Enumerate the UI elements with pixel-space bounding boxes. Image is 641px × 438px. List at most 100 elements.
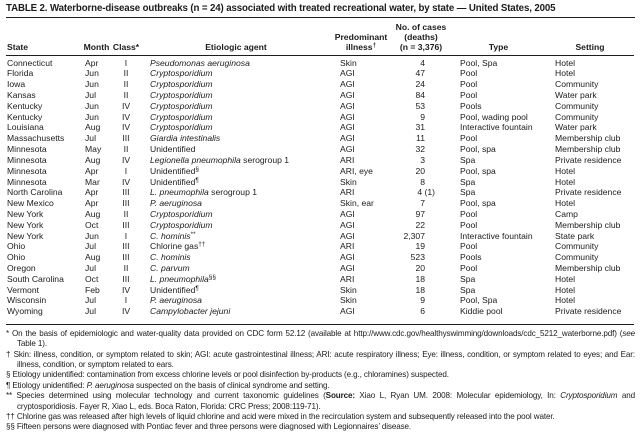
cell-setting: Membership club	[555, 263, 621, 274]
cell-type: Pool, Spa	[460, 295, 498, 306]
footnote-text: Table 1).	[17, 339, 47, 349]
table-row: New Mexico Apr III P. aeruginosa Skin, ear 7 P…	[6, 198, 634, 209]
cell-setting: Community	[555, 100, 599, 111]
table-row: Florida Jun II Cryptosporidium AGI 47 Pool Hote…	[6, 68, 634, 79]
cases-header-line3: (n = 3,376)	[399, 42, 443, 53]
agent-footnote-marker: ¶	[195, 284, 199, 292]
cell-class: IV	[121, 111, 131, 122]
cell-predominant-illness: AGI	[340, 68, 355, 79]
cell-month: Oct	[85, 273, 99, 284]
cell-type: Kiddie pool	[460, 306, 503, 317]
cell-cases: 18	[415, 273, 425, 284]
cell-predominant-illness: Skin, ear	[340, 198, 374, 209]
cell-month: Aug	[85, 252, 101, 263]
cell-month: Jul	[85, 306, 96, 317]
col-header-class: Class*	[111, 18, 141, 56]
cell-etiologic-agent: C. parvum	[141, 263, 331, 274]
cell-setting: Private residence	[555, 154, 622, 165]
cell-predominant-illness: Skin	[340, 176, 357, 187]
cell-predominant-illness: AGI	[340, 306, 355, 317]
cell-month: May	[85, 144, 102, 155]
cases-header-line2: (deaths)	[404, 32, 438, 43]
cell-state: Ohio	[7, 241, 26, 252]
cell-setting: Community	[555, 111, 599, 122]
cell-cases: 20	[415, 263, 425, 274]
table-row: Wisconsin Jul I P. aeruginosa Skin 9 Pool, Spa…	[6, 295, 634, 306]
cell-state: Kansas	[7, 90, 36, 101]
cell-etiologic-agent: L. pneumophila§§	[141, 274, 331, 285]
footnotes: * On the basis of epidemiologic and wate…	[6, 329, 635, 432]
cell-etiologic-agent: Cryptosporidium	[141, 79, 331, 90]
cell-cases: 19	[415, 241, 425, 252]
cell-etiologic-agent: Unidentified	[141, 144, 331, 155]
cell-month: Mar	[85, 176, 100, 187]
cell-type: Pool	[460, 208, 478, 219]
agent-scientific-name: Cryptosporidium	[150, 90, 213, 101]
footnote: §§ Fifteen persons were diagnosed with P…	[6, 422, 635, 432]
col-header-type: Type	[451, 18, 546, 56]
cell-etiologic-agent: Cryptosporidium	[141, 112, 331, 123]
cell-setting: Hotel	[555, 68, 576, 79]
cell-predominant-illness: AGI	[340, 252, 355, 263]
table-row: Ohio Aug III C. hominis AGI 523 Pools Community	[6, 252, 634, 263]
cell-cases: 9	[420, 111, 425, 122]
col-header-setting: Setting	[546, 18, 634, 56]
col-header-cases: No. of cases (deaths) (n = 3,376)	[391, 18, 451, 56]
cell-etiologic-agent: Cryptosporidium	[141, 209, 331, 220]
footnote-marker: ††	[6, 411, 15, 421]
cell-class: II	[123, 263, 129, 274]
cell-state: North Carolina	[7, 187, 63, 198]
cell-month: Jun	[85, 100, 99, 111]
cell-etiologic-agent: Cryptosporidium	[141, 101, 331, 112]
cell-cases: 7	[420, 198, 425, 209]
cell-cases: 84	[415, 90, 425, 101]
cell-type: Pool	[460, 241, 478, 252]
footnote-text: P. aeruginosa	[86, 380, 134, 390]
cell-class: I	[124, 230, 128, 241]
cell-state: Kentucky	[7, 100, 43, 111]
footnote-marker: **	[6, 391, 13, 401]
cell-month: Aug	[85, 208, 101, 219]
footnote-text: and cryptosporidiosis. Fayer R, Xiao L, …	[17, 391, 635, 411]
cell-setting: Private residence	[555, 187, 622, 198]
cell-state: Minnesota	[7, 144, 47, 155]
agent-scientific-name: C. parvum	[150, 263, 190, 274]
cell-setting: State park	[555, 230, 595, 241]
cell-state: Connecticut	[7, 57, 53, 68]
footnote-text: Species determined using molecular techn…	[16, 391, 326, 401]
footnote-marker: ¶	[6, 380, 11, 390]
cell-setting: Hotel	[555, 198, 576, 209]
agent-scientific-name: L. pneumophila	[150, 187, 209, 198]
footnote-marker: §	[6, 370, 11, 380]
cell-type: Spa	[460, 273, 476, 284]
cases-header-line1: No. of cases	[395, 22, 447, 32]
cell-etiologic-agent: C. hominis**	[141, 231, 331, 242]
cell-predominant-illness: ARI	[340, 241, 355, 252]
table-row: Wyoming Jul IV Campylobacter jejuni AGI 6 Kidd…	[6, 306, 634, 324]
cell-month: Apr	[85, 165, 99, 176]
cell-class: I	[124, 165, 128, 176]
footnote-marker: *	[6, 329, 10, 339]
cell-cases: 11	[416, 133, 425, 144]
cell-cases: 24	[415, 79, 425, 90]
cell-type: Pool, spa	[460, 144, 496, 155]
table-row: Minnesota Apr I Unidentified§ ARI, eye 20 Pool…	[6, 166, 634, 177]
cell-cases: 9	[420, 295, 425, 306]
cell-etiologic-agent: Cryptosporidium	[141, 122, 331, 133]
cell-month: Jun	[85, 111, 99, 122]
cell-class: III	[122, 273, 130, 284]
cell-type: Pool	[460, 133, 478, 144]
dagger-footnote-marker: †	[372, 42, 377, 50]
table-row: Minnesota May II Unidentified AGI 32 Pool, spa…	[6, 144, 634, 155]
agent-scientific-name: Cryptosporidium	[150, 219, 213, 230]
table-row: New York Jun I C. hominis** AGI 2,307 Interact…	[6, 231, 634, 242]
table-body: Connecticut Apr I Pseudomonas aeruginosa Ski…	[6, 55, 634, 325]
footnote-text: Chlorine gas was released after high lev…	[16, 411, 555, 421]
col-header-month: Month	[82, 18, 111, 56]
cell-type: Spa	[460, 154, 476, 165]
cell-predominant-illness: AGI	[340, 122, 355, 133]
agent-footnote-marker: **	[190, 230, 196, 238]
illness-header-line2: illness	[345, 42, 373, 53]
agent-scientific-name: Cryptosporidium	[150, 208, 213, 219]
